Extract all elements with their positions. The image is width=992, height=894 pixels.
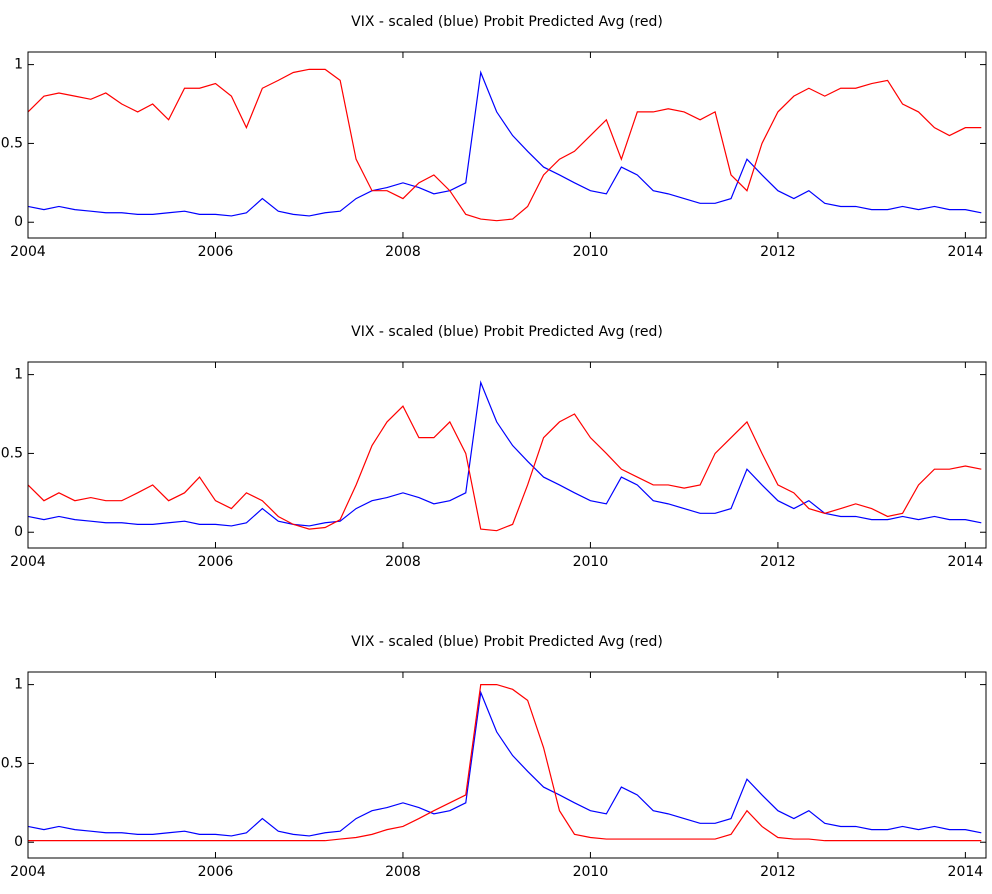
x-tick-label: 2014 (948, 864, 984, 880)
y-tick-label: 1 (14, 367, 23, 383)
data-line (27, 380, 982, 527)
data-line (28, 684, 982, 842)
y-tick-label: 0 (14, 214, 23, 230)
y-tick-label: 0 (14, 524, 23, 540)
y-tick-label: 1 (14, 677, 23, 693)
y-tick-label: 0.5 (1, 135, 23, 151)
x-tick-label: 2010 (573, 244, 609, 260)
x-tick-label: 2014 (948, 554, 984, 570)
axes-box (27, 671, 987, 859)
y-tick-label: 0.5 (1, 445, 23, 461)
x-tick-label: 2012 (760, 864, 796, 880)
y-tick-label: 0 (14, 834, 23, 850)
axes-box (27, 51, 987, 239)
data-line (27, 690, 982, 837)
plot-area (28, 362, 986, 548)
x-tick-label: 2008 (385, 244, 421, 260)
data-line (27, 405, 982, 532)
data-line (27, 70, 982, 217)
y-tick-label: 0.5 (1, 755, 23, 771)
x-tick-label: 2008 (385, 554, 421, 570)
chart-title: VIX - scaled (blue) Probit Predicted Avg… (351, 634, 663, 650)
data-line (27, 68, 982, 222)
x-tick-label: 2012 (760, 244, 796, 260)
x-tick-label: 2006 (198, 864, 234, 880)
x-tick-label: 2010 (573, 864, 609, 880)
plot-area (28, 672, 986, 858)
x-tick-label: 2006 (198, 554, 234, 570)
chart-title: VIX - scaled (blue) Probit Predicted Avg… (351, 324, 663, 340)
x-tick-label: 2010 (573, 554, 609, 570)
x-tick-label: 2004 (10, 244, 46, 260)
x-tick-label: 2012 (760, 554, 796, 570)
x-tick-label: 2014 (948, 244, 984, 260)
plot-area (28, 52, 986, 238)
x-tick-label: 2004 (10, 864, 46, 880)
chart-title: VIX - scaled (blue) Probit Predicted Avg… (351, 14, 663, 30)
axes-box (27, 361, 987, 549)
y-tick-label: 1 (14, 57, 23, 73)
x-tick-label: 2008 (385, 864, 421, 880)
x-tick-label: 2006 (198, 244, 234, 260)
x-tick-label: 2004 (10, 554, 46, 570)
